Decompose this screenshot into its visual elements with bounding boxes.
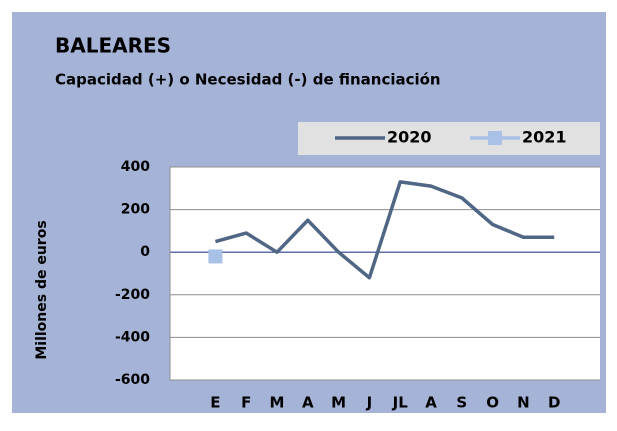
x-tick-label: M <box>270 394 285 412</box>
series-marker <box>208 249 223 264</box>
chart-subtitle: Capacidad (+) o Necesidad (-) de financi… <box>55 71 441 89</box>
x-tick-label: N <box>517 394 530 412</box>
y-tick-label: -400 <box>115 329 150 345</box>
legend-label: 2020 <box>387 128 432 147</box>
x-tick-label: A <box>425 394 437 412</box>
series-line <box>214 180 555 280</box>
x-tick-label: J <box>366 394 373 412</box>
x-tick-label: O <box>486 394 499 412</box>
x-tick-label: M <box>331 394 346 412</box>
y-tick-label: -600 <box>115 372 150 388</box>
legend-marker <box>488 131 502 145</box>
x-tick-label: JL <box>392 394 409 412</box>
y-tick-label: 200 <box>121 202 150 218</box>
y-tick-label: 0 <box>140 244 150 260</box>
y-tick-label: -200 <box>115 287 150 303</box>
x-tick-label: S <box>456 394 467 412</box>
plot-area <box>170 167 600 380</box>
y-axis-label: Millones de euros <box>34 220 50 359</box>
x-tick-label: D <box>548 394 560 412</box>
chart-title: BALEARES <box>55 34 171 58</box>
legend-label: 2021 <box>522 128 567 147</box>
x-tick-label: F <box>241 394 251 412</box>
x-tick-label: E <box>210 394 220 412</box>
y-tick-label: 400 <box>121 159 150 175</box>
x-tick-label: A <box>302 394 314 412</box>
